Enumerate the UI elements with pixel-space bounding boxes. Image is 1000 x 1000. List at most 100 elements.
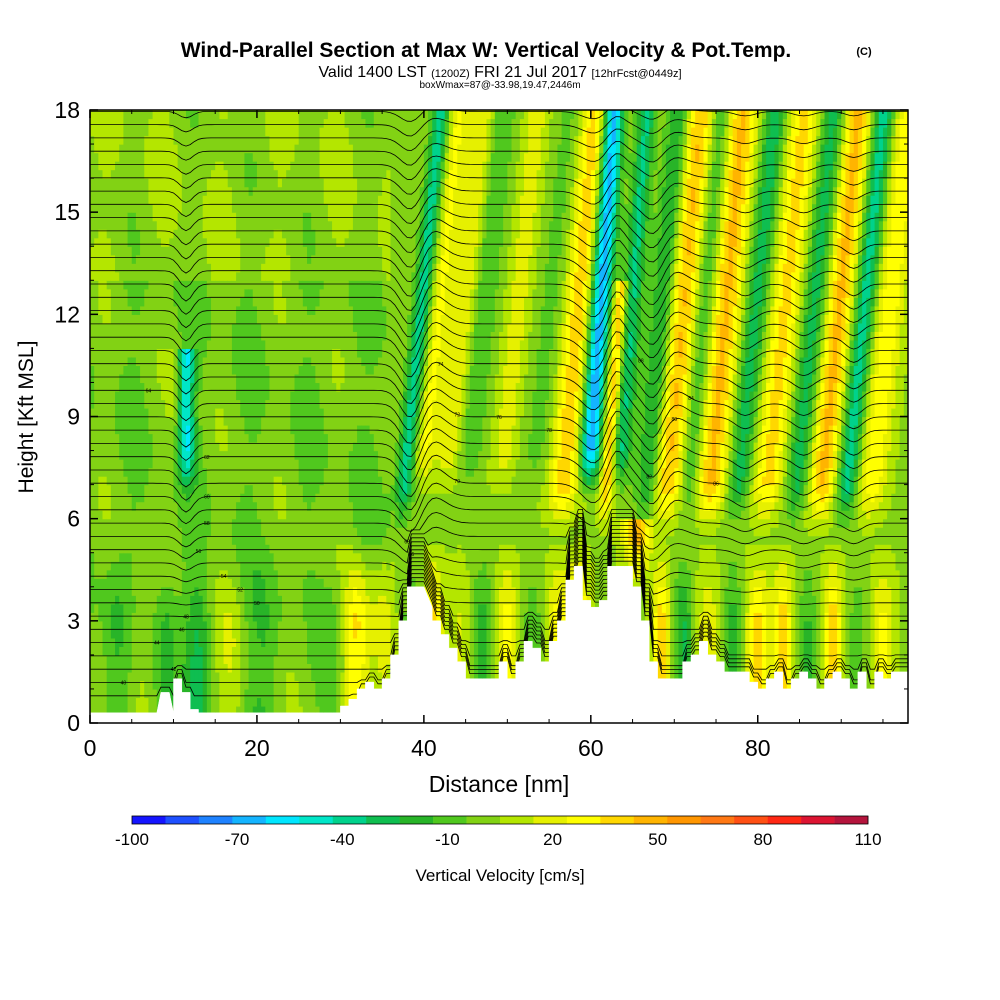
velocity-cell <box>707 501 713 511</box>
velocity-cell <box>490 152 496 332</box>
velocity-cell <box>586 373 592 392</box>
velocity-cell <box>866 297 872 332</box>
velocity-cell <box>607 152 613 213</box>
velocity-cell <box>90 280 95 367</box>
velocity-cell <box>286 169 291 256</box>
velocity-cell <box>716 254 721 281</box>
velocity-cell <box>870 152 876 171</box>
velocity-cell <box>190 382 195 418</box>
velocity-cell <box>736 127 742 196</box>
velocity-cell <box>665 493 671 511</box>
velocity-cell <box>323 203 329 435</box>
velocity-cell <box>820 510 826 520</box>
velocity-cell <box>828 425 834 469</box>
velocity-cell <box>323 586 329 723</box>
velocity-cell <box>903 373 908 723</box>
velocity-cell <box>832 476 838 494</box>
velocity-cell <box>348 450 354 503</box>
velocity-cell <box>791 527 796 554</box>
potential-temperature-contours: 4042444648505254565860626466687072747678… <box>90 110 908 698</box>
velocity-cell <box>302 246 308 281</box>
velocity-cell <box>778 561 784 588</box>
velocity-cell <box>594 476 600 486</box>
velocity-cell <box>632 195 638 247</box>
velocity-cell <box>703 425 709 460</box>
velocity-cell <box>728 450 734 477</box>
velocity-cell <box>770 484 776 503</box>
velocity-cell <box>611 237 617 264</box>
colorbar-tick-label: -40 <box>330 830 355 849</box>
velocity-cell <box>732 501 738 520</box>
velocity-cell <box>302 212 308 247</box>
velocity-cell <box>490 493 496 723</box>
velocity-cell <box>432 459 437 494</box>
velocity-cell <box>603 416 609 435</box>
velocity-cell <box>837 467 842 528</box>
velocity-cell <box>131 510 137 596</box>
colorbar: -100 -70 -40 -10 20 50 80 110 <box>115 815 882 849</box>
velocity-cell <box>711 161 717 239</box>
velocity-cell <box>423 203 429 230</box>
velocity-cell <box>361 561 367 579</box>
velocity-cell <box>565 365 571 494</box>
velocity-cell <box>753 144 759 179</box>
velocity-cell <box>428 161 433 188</box>
velocity-cell <box>828 493 834 503</box>
velocity-cell <box>607 212 613 247</box>
velocity-cell <box>419 433 425 469</box>
velocity-cell <box>882 288 888 435</box>
velocity-cell <box>824 407 830 469</box>
velocity-cell <box>857 476 863 528</box>
velocity-cell <box>528 433 533 460</box>
velocity-cell <box>732 459 738 503</box>
velocity-cell <box>791 127 796 179</box>
velocity-cell <box>553 535 559 545</box>
velocity-cell <box>624 322 629 349</box>
velocity-cell <box>582 433 588 469</box>
velocity-cell <box>757 518 763 537</box>
velocity-cell <box>686 144 692 179</box>
velocity-cell <box>390 510 396 562</box>
velocity-cell <box>757 544 763 571</box>
velocity-cell <box>736 407 742 452</box>
velocity-cell <box>624 203 629 273</box>
velocity-cell <box>887 586 892 723</box>
velocity-cell <box>841 390 846 409</box>
velocity-cell <box>866 135 872 154</box>
velocity-cell <box>231 373 237 520</box>
velocity-cell <box>344 127 350 239</box>
velocity-cell <box>620 169 625 281</box>
velocity-cell <box>173 595 179 723</box>
velocity-cell <box>135 229 141 256</box>
velocity-cell <box>240 416 246 494</box>
colorbar-swatch <box>232 816 267 824</box>
velocity-cell <box>290 110 296 162</box>
velocity-cell <box>549 535 554 545</box>
velocity-cell <box>544 527 550 554</box>
velocity-cell <box>778 110 784 137</box>
velocity-cell <box>620 467 625 477</box>
velocity-cell <box>173 425 179 503</box>
velocity-cell <box>678 110 684 137</box>
velocity-cell <box>728 220 734 290</box>
velocity-cell <box>423 110 429 145</box>
velocity-cell <box>686 254 692 324</box>
velocity-cell <box>553 110 559 179</box>
velocity-cell <box>820 484 826 503</box>
theta-contour-label: 76 <box>496 415 502 421</box>
velocity-cell <box>486 195 492 375</box>
theta-contour-line <box>90 397 908 444</box>
velocity-cell <box>753 237 759 273</box>
velocity-cell <box>807 314 813 384</box>
velocity-cell <box>594 229 600 247</box>
velocity-cell <box>594 246 600 256</box>
velocity-cell <box>782 407 788 443</box>
velocity-cell <box>728 169 734 222</box>
velocity-cell <box>586 467 592 477</box>
velocity-cell <box>649 127 655 162</box>
velocity-cell <box>557 569 563 596</box>
velocity-cell <box>603 501 609 511</box>
velocity-cell <box>603 518 609 537</box>
velocity-cell <box>753 178 759 205</box>
